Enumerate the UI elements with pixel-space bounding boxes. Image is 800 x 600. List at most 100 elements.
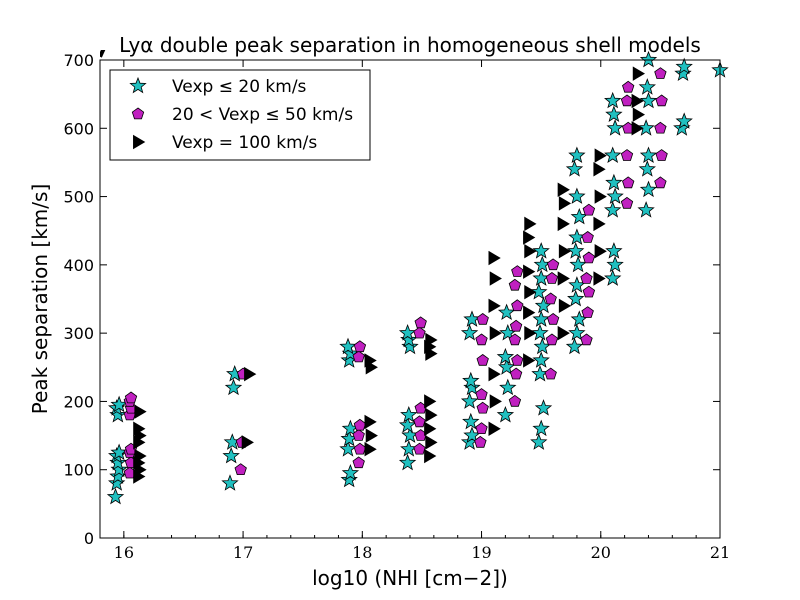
point-series-1 — [222, 446, 240, 464]
point-series-2 — [508, 278, 522, 291]
point-series-1 — [401, 337, 419, 355]
point-series-3 — [523, 353, 536, 368]
y-axis-ticks: 0 100 200 300 400 500 600 700 — [63, 51, 720, 548]
point-series-2 — [352, 456, 365, 469]
point-series-1 — [400, 330, 418, 348]
point-series-1 — [221, 474, 239, 491]
point-series-2 — [622, 176, 635, 189]
point-series-1 — [606, 187, 624, 204]
point-series-1 — [497, 303, 516, 320]
point-series-3 — [557, 182, 570, 197]
point-series-2 — [582, 251, 596, 264]
point-series-3 — [134, 404, 147, 419]
chart-title: Lyα double peak separation in homogeneou… — [119, 33, 701, 57]
point-series-2 — [622, 80, 635, 93]
point-series-2 — [475, 422, 488, 435]
point-series-2 — [475, 388, 488, 400]
point-series-2 — [414, 316, 427, 329]
point-series-1 — [530, 283, 548, 300]
point-series-1 — [606, 255, 624, 273]
point-series-2 — [582, 203, 596, 216]
point-series-1 — [398, 453, 417, 471]
point-series-3 — [134, 448, 147, 464]
point-series-1 — [605, 105, 623, 123]
point-series-2 — [655, 149, 668, 161]
point-series-3 — [593, 162, 606, 177]
point-series-3 — [524, 325, 537, 341]
point-series-1 — [496, 347, 515, 365]
y-tick-label: 300 — [63, 324, 94, 343]
point-series-3 — [557, 216, 570, 232]
data-points — [106, 50, 729, 505]
point-series-2 — [352, 350, 365, 363]
point-series-3 — [364, 414, 377, 430]
point-series-1 — [604, 269, 622, 286]
point-series-1 — [534, 399, 553, 416]
point-series-1 — [340, 470, 358, 488]
x-tick-label: 20 — [591, 543, 611, 562]
point-series-3 — [425, 332, 438, 348]
point-series-1 — [675, 112, 693, 129]
point-series-3 — [133, 421, 146, 436]
point-series-2 — [545, 333, 559, 346]
point-series-2 — [580, 333, 593, 346]
point-series-1 — [499, 378, 517, 396]
point-series-3 — [557, 271, 570, 286]
point-series-3 — [424, 421, 437, 436]
point-series-3 — [489, 271, 502, 286]
point-series-1 — [565, 337, 584, 355]
point-series-1 — [497, 358, 516, 375]
legend: Vexp ≤ 20 km/s 20 < Vexp ≤ 50 km/s Vexp = … — [109, 69, 371, 161]
point-series-3 — [425, 407, 438, 423]
point-series-3 — [364, 353, 377, 368]
point-series-3 — [631, 121, 644, 136]
point-series-1 — [463, 378, 481, 396]
point-series-1 — [460, 323, 479, 341]
point-series-2 — [474, 435, 487, 448]
point-series-3 — [241, 435, 254, 450]
point-series-2 — [511, 299, 524, 312]
point-series-2 — [580, 272, 593, 284]
x-axis-label: log10 (NHI [cm−2]) — [312, 566, 508, 590]
point-series-1 — [109, 405, 127, 423]
point-series-2 — [581, 231, 594, 243]
point-series-2 — [620, 149, 634, 161]
point-series-3 — [558, 196, 572, 211]
y-tick-label: 600 — [63, 119, 94, 138]
point-series-1 — [606, 119, 624, 136]
point-series-2 — [581, 306, 594, 318]
point-series-1 — [637, 119, 655, 136]
legend-box — [109, 69, 371, 161]
point-series-3 — [424, 394, 437, 409]
point-series-2 — [352, 429, 365, 441]
point-series-1 — [108, 474, 126, 491]
point-series-3 — [632, 66, 646, 81]
point-series-1 — [639, 180, 658, 198]
y-tick-label: 0 — [84, 529, 94, 548]
y-tick-label: 700 — [63, 51, 94, 70]
point-series-1 — [462, 371, 480, 389]
point-series-3 — [489, 325, 502, 341]
point-series-1 — [568, 187, 586, 204]
point-series-2 — [508, 394, 522, 407]
point-series-2 — [654, 67, 667, 79]
point-series-3 — [557, 325, 570, 341]
legend-label-2: 20 < Vexp ≤ 50 km/s — [172, 105, 353, 125]
point-series-3 — [558, 244, 572, 259]
point-series-1 — [638, 160, 656, 177]
point-series-1 — [109, 467, 127, 484]
y-tick-label: 400 — [63, 256, 94, 275]
legend-label-3: Vexp = 100 km/s — [172, 133, 317, 153]
point-series-2 — [509, 319, 523, 332]
point-series-3 — [523, 230, 536, 245]
point-series-1 — [565, 160, 584, 177]
point-series-3 — [488, 250, 501, 266]
point-series-1 — [532, 242, 550, 259]
point-series-3 — [593, 271, 606, 286]
point-series-1 — [675, 57, 693, 75]
point-series-1 — [567, 289, 585, 307]
point-series-2 — [413, 442, 426, 455]
point-series-3 — [632, 107, 646, 122]
point-series-1 — [568, 146, 586, 164]
